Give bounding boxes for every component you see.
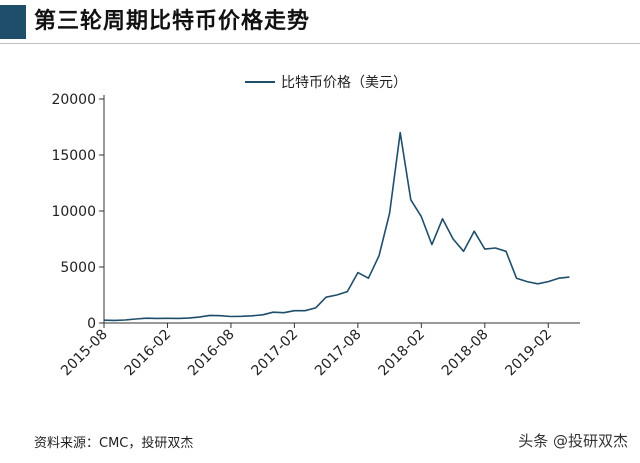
page-title: 第三轮周期比特币价格走势 — [34, 9, 311, 34]
source-note: 资料来源：CMC，投研双杰 — [34, 436, 194, 451]
x-tick-label: 2016-02 — [122, 327, 175, 380]
header: 第三轮周期比特币价格走势 — [0, 0, 640, 44]
y-tick-label: 10000 — [51, 204, 96, 220]
x-tick-label: 2017-08 — [312, 327, 365, 380]
y-tick-label: 15000 — [51, 148, 96, 164]
watermark: 头条 @投研双杰 — [518, 432, 628, 450]
x-tick-label: 2017-02 — [249, 327, 302, 380]
price-line-chart: 0 5000 10000 15000 20000 2015-08 2016-02 2016-0… — [51, 75, 580, 380]
x-tick-label: 2015-08 — [58, 327, 111, 380]
y-tick-label: 5000 — [60, 260, 96, 276]
x-tick-label: 2018-08 — [439, 327, 492, 380]
y-tick-label: 20000 — [51, 92, 96, 108]
x-tick-label: 2018-02 — [375, 327, 428, 380]
header-accent-bar — [0, 5, 26, 39]
header-divider — [0, 43, 640, 44]
x-tick-label: 2019-02 — [502, 327, 555, 380]
legend-label: 比特币价格（美元） — [281, 75, 407, 91]
x-tick-label: 2016-08 — [185, 327, 238, 380]
y-tick-label: 0 — [87, 316, 96, 332]
series-line-bitcoin-price — [103, 131, 570, 322]
